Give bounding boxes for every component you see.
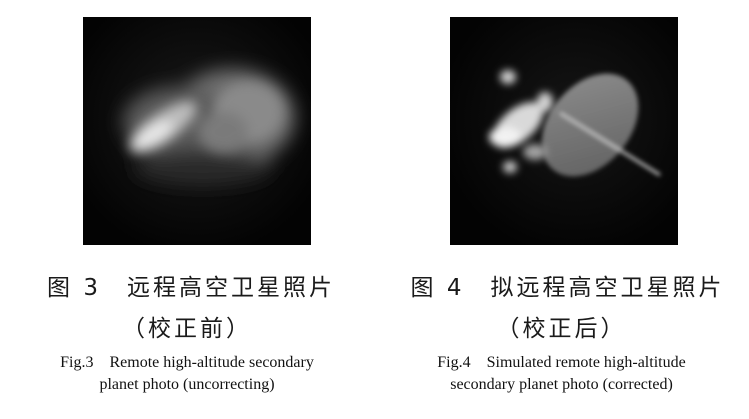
figure-3-caption-cn: 图 3 远程高空卫星照片 [47, 275, 335, 301]
figure-4-caption-en: Fig.4 Simulated remote high-altitude [437, 354, 686, 371]
corrected-satellite-photo [450, 17, 678, 245]
figure-3: 图 3 远程高空卫星照片 （校正前） Fig.3 Remote high-alt… [0, 0, 374, 419]
figure-4: 图 4 拟远程高空卫星照片 （校正后） Fig.4 Simulated remo… [374, 0, 749, 419]
uncorrected-satellite-photo [83, 17, 311, 245]
figure-4-caption-cn-note: （校正后） [496, 316, 627, 342]
figure-3-caption-en-cont: planet photo (uncorrecting) [99, 376, 275, 393]
figure-3-caption-cn-note: （校正前） [122, 316, 252, 342]
figure-4-caption-cn: 图 4 拟远程高空卫星照片 [410, 275, 725, 301]
figure-3-caption-en: Fig.3 Remote high-altitude secondary [60, 354, 314, 371]
figure-4-caption-en-cont: secondary planet photo (corrected) [450, 376, 673, 393]
